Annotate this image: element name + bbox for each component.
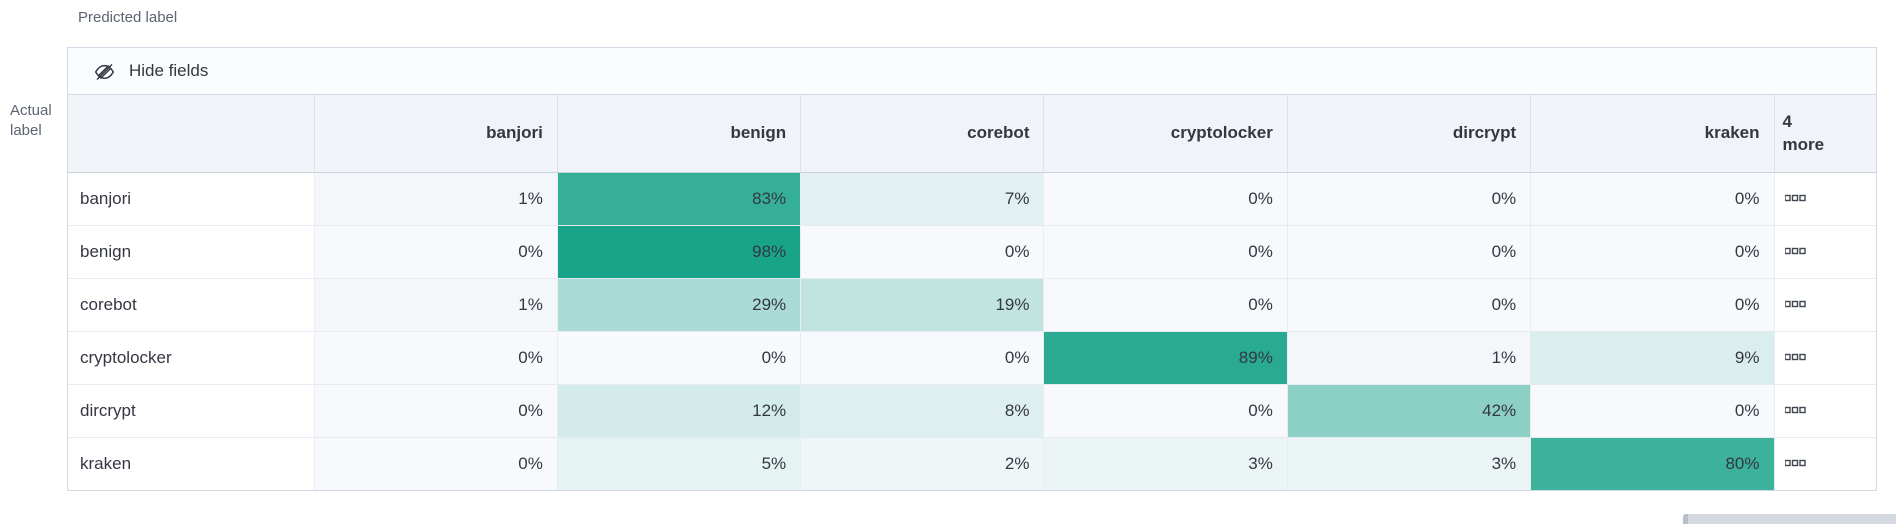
- matrix-row-cryptolocker: cryptolocker 0% 0% 0% 89% 1% 9%: [68, 330, 1876, 384]
- more-cell-button[interactable]: [1773, 171, 1876, 225]
- column-header-dircrypt[interactable]: dircrypt: [1286, 95, 1531, 173]
- matrix-cell-benign-dircrypt[interactable]: 0%: [1286, 224, 1531, 278]
- matrix-cell-dircrypt-dircrypt[interactable]: 42%: [1286, 383, 1531, 437]
- confusion-matrix-grid: Hide fields banjori benign corebot cryptolo…: [67, 47, 1877, 491]
- hide-fields-button[interactable]: Hide fields: [68, 48, 1876, 95]
- column-header-corebot[interactable]: corebot: [800, 95, 1044, 173]
- matrix-cell-kraken-dircrypt[interactable]: 3%: [1286, 436, 1531, 490]
- more-cell-button[interactable]: [1773, 224, 1876, 278]
- matrix-cell-benign-benign[interactable]: 98%: [556, 224, 801, 278]
- column-header-kraken[interactable]: kraken: [1530, 95, 1774, 173]
- more-cell-button[interactable]: [1773, 436, 1876, 490]
- more-cell-button[interactable]: [1773, 383, 1876, 437]
- eye-closed-icon: [93, 60, 116, 83]
- hide-fields-label: Hide fields: [129, 61, 209, 80]
- row-label-cryptolocker[interactable]: cryptolocker: [68, 330, 314, 384]
- matrix-cell-dircrypt-kraken[interactable]: 0%: [1530, 383, 1774, 437]
- matrix-cell-corebot-banjori[interactable]: 1%: [313, 277, 558, 331]
- column-header-more[interactable]: 4 more: [1773, 95, 1876, 173]
- matrix-cell-kraken-kraken[interactable]: 80%: [1530, 436, 1774, 490]
- matrix-cell-dircrypt-benign[interactable]: 12%: [556, 383, 801, 437]
- matrix-cell-cryptolocker-dircrypt[interactable]: 1%: [1286, 330, 1531, 384]
- matrix-cell-benign-banjori[interactable]: 0%: [313, 224, 558, 278]
- row-label-benign[interactable]: benign: [68, 224, 314, 278]
- corner-header-cell: [68, 95, 314, 173]
- boxes-horizontal-icon: [1784, 247, 1863, 256]
- matrix-cell-cryptolocker-kraken[interactable]: 9%: [1530, 330, 1774, 384]
- matrix-cell-banjori-dircrypt[interactable]: 0%: [1286, 171, 1531, 225]
- matrix-cell-corebot-benign[interactable]: 29%: [556, 277, 801, 331]
- boxes-horizontal-icon: [1784, 194, 1863, 203]
- matrix-row-benign: benign 0% 98% 0% 0% 0% 0%: [68, 224, 1876, 278]
- matrix-cell-kraken-benign[interactable]: 5%: [556, 436, 801, 490]
- matrix-cell-corebot-cryptolocker[interactable]: 0%: [1043, 277, 1288, 331]
- row-label-banjori[interactable]: banjori: [68, 171, 314, 225]
- predicted-axis-label: Predicted label: [78, 9, 178, 26]
- matrix-cell-cryptolocker-banjori[interactable]: 0%: [313, 330, 558, 384]
- matrix-row-corebot: corebot 1% 29% 19% 0% 0% 0%: [68, 277, 1876, 331]
- boxes-horizontal-icon: [1784, 300, 1863, 309]
- column-header-cryptolocker[interactable]: cryptolocker: [1043, 95, 1288, 173]
- matrix-cell-benign-kraken[interactable]: 0%: [1530, 224, 1774, 278]
- matrix-cell-dircrypt-cryptolocker[interactable]: 0%: [1043, 383, 1288, 437]
- matrix-row-dircrypt: dircrypt 0% 12% 8% 0% 42% 0%: [68, 383, 1876, 437]
- matrix-row-banjori: banjori 1% 83% 7% 0% 0% 0%: [68, 171, 1876, 225]
- matrix-cell-corebot-dircrypt[interactable]: 0%: [1286, 277, 1531, 331]
- boxes-horizontal-icon: [1784, 353, 1863, 362]
- row-label-kraken[interactable]: kraken: [68, 436, 314, 490]
- column-header-banjori[interactable]: banjori: [313, 95, 558, 173]
- confusion-matrix-table: banjori benign corebot cryptolocker dircrypt…: [68, 95, 1876, 490]
- matrix-cell-banjori-corebot[interactable]: 7%: [800, 171, 1044, 225]
- matrix-cell-dircrypt-corebot[interactable]: 8%: [800, 383, 1044, 437]
- boxes-horizontal-icon: [1784, 406, 1863, 415]
- matrix-cell-kraken-banjori[interactable]: 0%: [313, 436, 558, 490]
- matrix-cell-cryptolocker-corebot[interactable]: 0%: [800, 330, 1044, 384]
- matrix-cell-benign-corebot[interactable]: 0%: [800, 224, 1044, 278]
- matrix-cell-dircrypt-banjori[interactable]: 0%: [313, 383, 558, 437]
- matrix-cell-benign-cryptolocker[interactable]: 0%: [1043, 224, 1288, 278]
- matrix-row-kraken: kraken 0% 5% 2% 3% 3% 80%: [68, 436, 1876, 490]
- boxes-horizontal-icon: [1784, 459, 1863, 468]
- matrix-cell-banjori-banjori[interactable]: 1%: [313, 171, 558, 225]
- more-cell-button[interactable]: [1773, 330, 1876, 384]
- more-cell-button[interactable]: [1773, 277, 1876, 331]
- matrix-cell-corebot-kraken[interactable]: 0%: [1530, 277, 1774, 331]
- actual-axis-label: Actual label: [10, 102, 52, 139]
- matrix-cell-banjori-benign[interactable]: 83%: [556, 171, 801, 225]
- matrix-cell-corebot-corebot[interactable]: 19%: [800, 277, 1044, 331]
- matrix-cell-banjori-kraken[interactable]: 0%: [1530, 171, 1774, 225]
- row-label-corebot[interactable]: corebot: [68, 277, 314, 331]
- matrix-cell-kraken-corebot[interactable]: 2%: [800, 436, 1044, 490]
- matrix-cell-banjori-cryptolocker[interactable]: 0%: [1043, 171, 1288, 225]
- row-label-dircrypt[interactable]: dircrypt: [68, 383, 314, 437]
- matrix-cell-cryptolocker-benign[interactable]: 0%: [556, 330, 801, 384]
- scrollbar-left-cap: [1683, 514, 1688, 524]
- column-header-benign[interactable]: benign: [556, 95, 801, 173]
- horizontal-scrollbar-thumb[interactable]: [1683, 514, 1896, 524]
- matrix-cell-cryptolocker-cryptolocker[interactable]: 89%: [1043, 330, 1288, 384]
- matrix-cell-kraken-cryptolocker[interactable]: 3%: [1043, 436, 1288, 490]
